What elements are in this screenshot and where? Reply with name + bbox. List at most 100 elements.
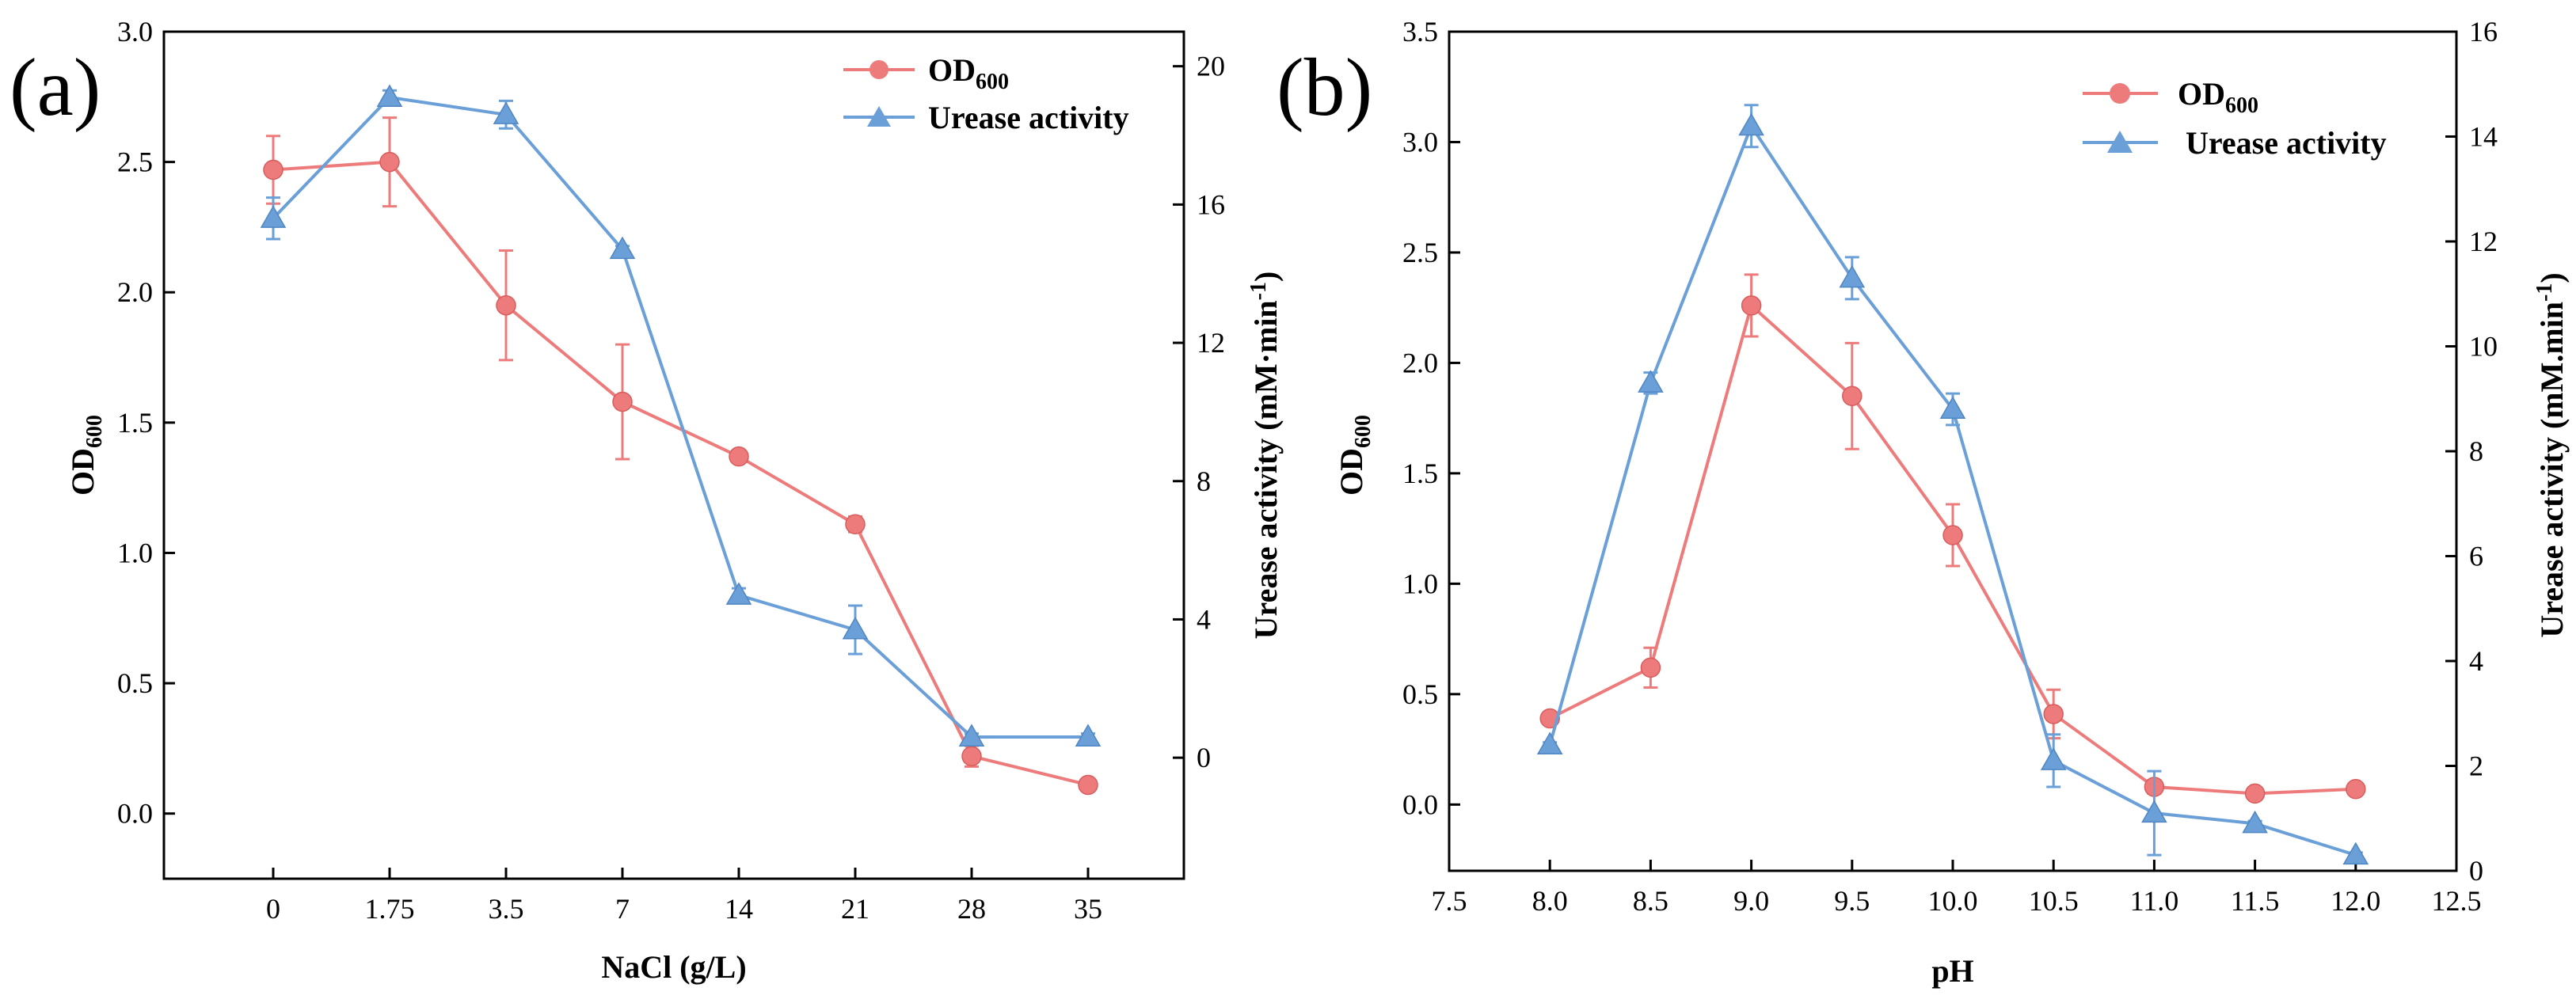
panel-a-chart: (a) 0.0 0.5 1.0 1.5 2.0 2.5 3.0 0 4 8 12 16 20 0 1.75 3…: [10, 16, 1284, 985]
panel-b-legend-urease-label: Urease activity: [2186, 125, 2387, 161]
panel-b-x-tick-label: 9.5: [1834, 885, 1870, 917]
panel-b-y-tick-label: 2.5: [1402, 237, 1438, 268]
panel-a-y2-axis-title: Urease activity (mM·min-1): [1246, 272, 1284, 640]
panel-a-urease-point: [609, 236, 636, 260]
panel-b-x-axis-title: pH: [1931, 953, 1973, 989]
panel-a-urease-point: [725, 582, 752, 605]
panel-b-y2-tick-label: 10: [2469, 331, 2498, 363]
panel-b-label: (b): [1277, 42, 1372, 133]
panel-b-y2-tick-label: 8: [2469, 435, 2483, 467]
panel-b-urease-point: [2342, 842, 2369, 865]
panel-b-urease-point: [1939, 396, 1966, 419]
panel-b-y2-tick-label: 14: [2469, 121, 2498, 153]
panel-a-urease-point: [376, 84, 403, 107]
panel-b-urease-point: [1536, 731, 1563, 754]
panel-a-urease-point: [260, 205, 287, 228]
panel-a-y-tick-label: 2.5: [117, 146, 153, 178]
panel-b-x-tick-label: 10.5: [2029, 885, 2079, 917]
panel-a-urease-point: [493, 101, 519, 124]
panel-a-legend-urease-marker: [867, 106, 891, 127]
panel-b-y2-tick-label: 2: [2469, 750, 2483, 782]
panel-b-legend-od-label: OD600: [2178, 76, 2258, 118]
panel-a-od600-point: [496, 294, 516, 316]
panel-a-x-tick-label: 3.5: [489, 893, 524, 925]
panel-a-od600-point: [263, 159, 283, 180]
panel-b-y2-axis-title: Urease activity (mM.min-1): [2532, 272, 2570, 637]
panel-b-legend: OD600 Urease activity: [2083, 76, 2387, 161]
panel-b-od600-point: [2043, 704, 2064, 724]
panel-b-x-tick-label: 8.5: [1633, 885, 1669, 917]
panel-a-y-tick-label: 3.0: [117, 16, 153, 47]
panel-a-x-axis-title: NaCl (g/L): [601, 949, 746, 985]
panel-a-y-tick-label: 2.0: [117, 276, 153, 308]
panel-a-label: (a): [10, 42, 101, 133]
panel-a-od600-point: [1078, 774, 1098, 796]
panel-a-y2-tick-label: 8: [1197, 465, 1211, 497]
panel-b-x-tick-label: 8.0: [1532, 885, 1568, 917]
panel-b-od600-point: [1640, 657, 1661, 678]
panel-b-urease-line: [1548, 122, 2357, 857]
panel-b-x-tick-label: 11.5: [2231, 885, 2280, 917]
panel-a-plot-frame: [162, 30, 1185, 880]
panel-a-y2-tick-label: 12: [1197, 327, 1225, 359]
panel-b-legend-od-marker: [2110, 83, 2130, 104]
panel-b-x-tick-label: 7.5: [1432, 885, 1467, 917]
panel-b-chart: (b) 0.0 0.5 1.0 1.5 2.0 2.5 3.0 3.5 0 2 4 6 8 10 12 14 1…: [1277, 16, 2570, 989]
panel-b-urease-point: [2141, 800, 2167, 823]
panel-b-x-tick-label: 10.0: [1928, 885, 1978, 917]
panel-a-x-tick-label: 0: [266, 893, 280, 925]
panel-a-od600-point: [379, 151, 400, 173]
panel-a-urease-point: [1075, 724, 1102, 747]
panel-b-od600-point: [2346, 779, 2366, 800]
panel-a-y-tick-label: 1.5: [117, 407, 153, 439]
panel-b-y-tick-label: 2.0: [1402, 347, 1438, 378]
panel-b-od600-point: [1942, 525, 1963, 545]
panel-a-y2-tick-label: 16: [1197, 188, 1225, 220]
panel-b-urease-point: [2242, 810, 2268, 834]
panel-b-x-tick-label: 12.0: [2331, 885, 2380, 917]
panel-a-y-tick-label: 0.0: [117, 798, 153, 830]
panel-b-od600-point: [1741, 295, 1762, 316]
panel-b-urease-point: [2040, 747, 2067, 770]
panel-b-x-tick-label: 9.0: [1733, 885, 1769, 917]
panel-b-y-tick-label: 3.0: [1402, 126, 1438, 158]
panel-a-x-tick-label: 21: [841, 893, 869, 925]
panel-a-od600-point: [729, 446, 749, 467]
panel-b-urease-point: [1738, 112, 1764, 136]
panel-b-y-axis-title: OD600: [1334, 415, 1376, 496]
panel-b-y2-tick-label: 0: [2469, 855, 2483, 887]
panel-a-od600-point: [845, 514, 866, 534]
panel-b-y2-tick-label: 16: [2469, 16, 2498, 47]
panel-b-urease-point: [1638, 370, 1664, 393]
panel-a-legend: OD600 Urease activity: [843, 52, 1129, 135]
panel-a-urease-point: [958, 724, 985, 747]
panel-b-y2-tick-label: 6: [2469, 541, 2483, 572]
panel-b-legend-urease-marker: [2107, 131, 2133, 153]
panel-b-y-tick-label: 0.0: [1402, 788, 1438, 820]
panel-a-y2-tick-label: 0: [1197, 742, 1211, 773]
panel-a-legend-urease-label: Urease activity: [928, 100, 1129, 135]
panel-b-od600-point: [1842, 386, 1863, 407]
panel-b-y2-tick-label: 12: [2469, 226, 2498, 257]
panel-a-urease-line: [272, 95, 1088, 739]
panel-a-x-tick-label: 35: [1074, 893, 1102, 925]
panel-b-x-tick-label: 12.5: [2432, 885, 2482, 917]
panel-a-x-tick-label: 7: [615, 893, 630, 925]
panel-b-urease-point: [1839, 264, 1866, 288]
panel-a-y-axis-title: OD600: [65, 415, 107, 496]
panel-b-y2-tick-label: 4: [2469, 645, 2483, 677]
panel-a-od600-point: [961, 746, 982, 767]
panel-a-y2-tick-label: 4: [1197, 603, 1211, 635]
panel-a-od600-point: [612, 391, 633, 412]
panel-a-od600-line: [272, 160, 1089, 787]
panel-b-od600-point: [2244, 783, 2266, 804]
panel-a-urease-point: [842, 617, 869, 640]
panel-b-y-tick-label: 0.5: [1402, 678, 1438, 710]
panel-a-x-tick-label: 28: [957, 893, 986, 925]
panel-b-y-tick-label: 3.5: [1402, 16, 1438, 47]
panel-a-legend-od-marker: [869, 60, 888, 79]
panel-a-x-tick-label: 1.75: [365, 893, 415, 925]
panel-a-y-tick-label: 1.0: [117, 537, 153, 568]
panel-a-x-tick-label: 14: [725, 893, 753, 925]
